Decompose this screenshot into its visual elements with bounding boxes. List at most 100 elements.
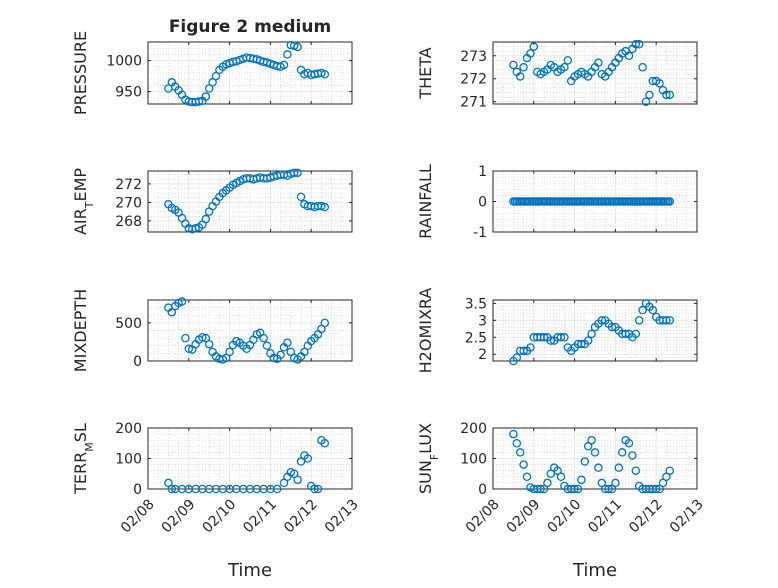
x-tick-label: 02/08 [463,496,503,536]
data-point [665,316,675,325]
data-point [624,51,634,61]
data-point [272,484,282,494]
data-point [583,336,593,345]
y-axis-label-subscript: F [428,454,441,460]
axes-2: 268 270 272 AIRTEMP [71,168,353,235]
x-tick-label: 02/13 [667,496,707,536]
data-point [320,69,330,79]
data-point [662,316,671,325]
data-point [293,475,302,485]
y-axis-label: RAINFALL [416,164,435,239]
data-point [198,333,207,342]
data-point [204,84,214,93]
y-tick-label: 1000 [106,54,142,70]
data-point [563,56,573,65]
data-point [651,484,661,494]
y-axis-label-text: EMP [71,168,90,202]
data-point [515,72,525,81]
data-point [607,322,617,332]
data-point [536,484,545,494]
data-point [293,168,302,178]
y-tick-label: 100 [115,452,142,468]
y-tick-label: 272 [115,177,142,193]
axes-6: 0 100 200 02/08 02/09 02/10 02/11 02/12 02/13 TER… [71,421,362,581]
data-point [621,329,630,339]
data-point [611,478,620,488]
data-point [519,460,528,469]
y-tick-label: 3 [478,313,487,329]
data-point [645,90,654,100]
data-point [259,333,268,343]
data-point [556,472,566,482]
data-point [303,454,313,463]
data-point [590,448,600,457]
y-axis-label: AIRTEMP [71,168,96,235]
data-point [177,297,187,306]
y-tick-label: 268 [115,214,142,230]
data-point [211,71,221,81]
x-tick-label: 02/09 [159,496,199,536]
x-tick-label: 02/11 [240,496,280,536]
data-point [208,78,217,87]
data-point [631,329,641,339]
y-tick-label: 271 [460,95,487,111]
x-axis-label: Time [572,560,617,581]
data-point [225,347,234,357]
x-tick-label: 02/10 [545,496,585,536]
data-point [279,60,289,70]
y-axis-label: SUNFLUX [416,423,441,494]
data-point [320,438,330,448]
x-tick-label: 02/12 [626,496,666,536]
data-point [519,346,528,356]
x-tick-label: 02/11 [585,496,625,536]
data-point [662,90,671,100]
y-axis-label: TERRMSL [71,423,96,495]
data-point [648,305,658,315]
y-tick-label: 0 [133,354,142,370]
data-point [317,201,326,211]
data-point [276,350,285,360]
y-tick-label: 3.5 [465,296,487,312]
y-tick-label: 200 [115,421,142,437]
data-point [543,478,552,488]
y-axis-label-text: TERR [71,452,90,495]
data-point [283,338,292,347]
data-point [594,58,603,67]
data-point [614,463,624,472]
y-tick-label: 272 [460,72,487,88]
data-point [289,168,299,178]
y-tick-label: 100 [460,452,487,468]
y-tick-label: 273 [460,49,487,65]
data-point [310,484,319,494]
data-point [597,316,607,325]
data-point [624,438,634,448]
data-point [631,466,641,475]
x-tick-label: 02/08 [118,496,158,536]
y-axis-label-subscript: M [83,442,96,452]
data-point [522,472,532,482]
data-point [546,336,556,345]
data-point [638,305,647,315]
data-point [604,484,613,494]
axes-box [492,41,698,105]
y-axis-label-text: SUN [416,460,435,494]
axes-box [147,41,353,105]
y-axis-label-text: SL [71,423,90,442]
data-point [509,60,518,70]
data-point [638,63,647,72]
data-point [570,484,579,494]
data-point [577,475,586,485]
axes-box [492,299,698,362]
data-point [204,339,214,349]
axes-0: 950 1000 PRESSURE Figure 2 medium [71,17,353,115]
axes-7: 0 100 200 02/08 02/09 02/10 02/11 02/12 02/13 SUN… [416,421,707,581]
y-axis-label: H2OMIXRA [416,288,435,374]
y-tick-label: 2 [478,347,487,363]
x-axis-label: Time [227,560,272,581]
y-tick-label: 0 [478,482,487,498]
data-point [556,333,566,342]
data-point [167,484,177,494]
y-axis-label-text: AIR [71,208,90,235]
